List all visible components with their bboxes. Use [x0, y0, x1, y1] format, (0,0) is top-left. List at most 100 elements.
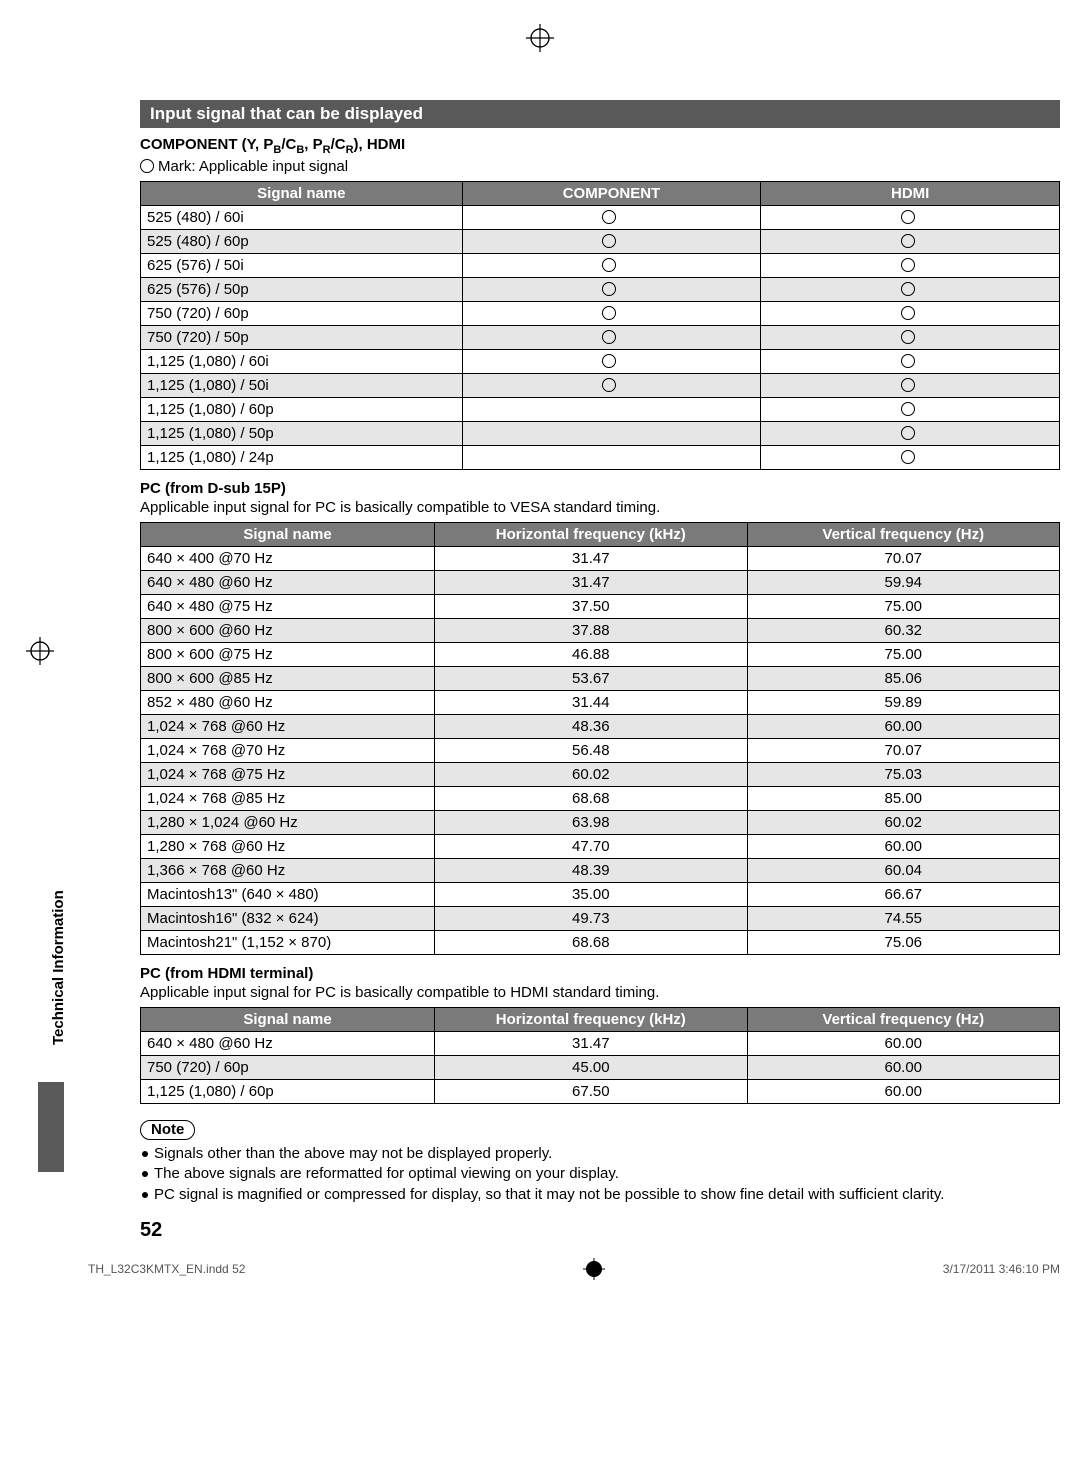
table-row: 640 × 480 @75 Hz37.5075.00: [141, 595, 1060, 619]
side-tab: [38, 1082, 64, 1172]
hfreq-cell: 48.39: [435, 859, 747, 883]
applicable-mark-icon: [602, 378, 616, 392]
vfreq-cell: 59.94: [747, 571, 1059, 595]
hfreq-cell: 60.02: [435, 763, 747, 787]
component-cell: [462, 398, 761, 422]
signal-name-cell: 1,125 (1,080) / 60p: [141, 1080, 435, 1104]
hdmi-cell: [761, 326, 1060, 350]
table-row: 625 (576) / 50i: [141, 254, 1060, 278]
page-footer: TH_L32C3KMTX_EN.indd 52 3/17/2011 3:46:1…: [88, 1258, 1060, 1280]
signal-name-cell: 800 × 600 @75 Hz: [141, 643, 435, 667]
hfreq-cell: 49.73: [435, 907, 747, 931]
vfreq-cell: 59.89: [747, 691, 1059, 715]
table-header: HDMI: [761, 182, 1060, 206]
print-registration-mark-bottom: [583, 1258, 605, 1280]
table-header: Signal name: [141, 523, 435, 547]
vfreq-cell: 60.00: [747, 1080, 1059, 1104]
table-header: Signal name: [141, 182, 463, 206]
applicable-mark-icon: [901, 210, 915, 224]
table-row: 800 × 600 @75 Hz46.8875.00: [141, 643, 1060, 667]
table-row: 1,125 (1,080) / 24p: [141, 446, 1060, 470]
component-cell: [462, 254, 761, 278]
signal-name-cell: 640 × 480 @60 Hz: [141, 1032, 435, 1056]
pc-dsub-table: Signal nameHorizontal frequency (kHz)Ver…: [140, 522, 1060, 955]
table-row: 640 × 400 @70 Hz31.4770.07: [141, 547, 1060, 571]
section-title: Input signal that can be displayed: [140, 100, 1060, 128]
table-row: 1,366 × 768 @60 Hz48.3960.04: [141, 859, 1060, 883]
vfreq-cell: 60.04: [747, 859, 1059, 883]
vfreq-cell: 75.00: [747, 595, 1059, 619]
table-row: 852 × 480 @60 Hz31.4459.89: [141, 691, 1060, 715]
pc-dsub-desc: Applicable input signal for PC is basica…: [140, 499, 1060, 516]
vfreq-cell: 60.02: [747, 811, 1059, 835]
signal-name-cell: 525 (480) / 60p: [141, 230, 463, 254]
hfreq-cell: 56.48: [435, 739, 747, 763]
signal-name-cell: 640 × 400 @70 Hz: [141, 547, 435, 571]
table-row: 1,125 (1,080) / 60p: [141, 398, 1060, 422]
applicable-mark-icon: [901, 258, 915, 272]
component-hdmi-table: Signal nameCOMPONENTHDMI 525 (480) / 60i…: [140, 181, 1060, 470]
applicable-mark-icon: [901, 354, 915, 368]
table-row: 1,125 (1,080) / 60i: [141, 350, 1060, 374]
hfreq-cell: 37.50: [435, 595, 747, 619]
hdmi-cell: [761, 374, 1060, 398]
hfreq-cell: 67.50: [435, 1080, 747, 1104]
note-item: The above signals are reformatted for op…: [140, 1164, 1060, 1184]
vfreq-cell: 75.03: [747, 763, 1059, 787]
table-header: Horizontal frequency (kHz): [435, 1008, 747, 1032]
hdmi-cell: [761, 422, 1060, 446]
hfreq-cell: 68.68: [435, 787, 747, 811]
applicable-mark-icon: [602, 330, 616, 344]
signal-name-cell: 750 (720) / 50p: [141, 326, 463, 350]
hfreq-cell: 31.44: [435, 691, 747, 715]
signal-name-cell: 852 × 480 @60 Hz: [141, 691, 435, 715]
applicable-mark-icon: [602, 306, 616, 320]
table-header: Horizontal frequency (kHz): [435, 523, 747, 547]
table-row: 1,024 × 768 @70 Hz56.4870.07: [141, 739, 1060, 763]
component-cell: [462, 278, 761, 302]
hfreq-cell: 47.70: [435, 835, 747, 859]
table-row: 1,125 (1,080) / 60p67.5060.00: [141, 1080, 1060, 1104]
hdmi-cell: [761, 350, 1060, 374]
hfreq-cell: 45.00: [435, 1056, 747, 1080]
t: /C: [281, 136, 296, 153]
component-subtitle: COMPONENT (Y, PB/CB, PR/CR), HDMI: [140, 136, 1060, 156]
signal-name-cell: 750 (720) / 60p: [141, 302, 463, 326]
vfreq-cell: 60.00: [747, 715, 1059, 739]
hdmi-cell: [761, 254, 1060, 278]
footer-timestamp: 3/17/2011 3:46:10 PM: [943, 1262, 1060, 1276]
note-list: Signals other than the above may not be …: [140, 1144, 1060, 1205]
table-row: 1,280 × 768 @60 Hz47.7060.00: [141, 835, 1060, 859]
table-row: 525 (480) / 60i: [141, 206, 1060, 230]
applicable-mark-icon: [602, 282, 616, 296]
circle-icon: [140, 159, 154, 173]
component-cell: [462, 422, 761, 446]
table-row: 800 × 600 @85 Hz53.6785.06: [141, 667, 1060, 691]
table-row: 1,125 (1,080) / 50p: [141, 422, 1060, 446]
vfreq-cell: 75.06: [747, 931, 1059, 955]
signal-name-cell: 625 (576) / 50i: [141, 254, 463, 278]
signal-name-cell: 1,024 × 768 @70 Hz: [141, 739, 435, 763]
table-row: 1,024 × 768 @75 Hz60.0275.03: [141, 763, 1060, 787]
vfreq-cell: 66.67: [747, 883, 1059, 907]
component-cell: [462, 302, 761, 326]
applicable-mark-icon: [901, 330, 915, 344]
hdmi-cell: [761, 206, 1060, 230]
signal-name-cell: 750 (720) / 60p: [141, 1056, 435, 1080]
component-cell: [462, 350, 761, 374]
table-row: 640 × 480 @60 Hz31.4760.00: [141, 1032, 1060, 1056]
signal-name-cell: 640 × 480 @75 Hz: [141, 595, 435, 619]
t: R: [346, 144, 354, 156]
hfreq-cell: 31.47: [435, 571, 747, 595]
vfreq-cell: 60.00: [747, 835, 1059, 859]
applicable-mark-icon: [901, 282, 915, 296]
signal-name-cell: 800 × 600 @85 Hz: [141, 667, 435, 691]
hdmi-cell: [761, 398, 1060, 422]
page-number: 52: [140, 1219, 1060, 1242]
pc-hdmi-title: PC (from HDMI terminal): [140, 965, 1060, 982]
table-row: 750 (720) / 50p: [141, 326, 1060, 350]
signal-name-cell: 1,125 (1,080) / 60p: [141, 398, 463, 422]
vfreq-cell: 74.55: [747, 907, 1059, 931]
table-row: 525 (480) / 60p: [141, 230, 1060, 254]
table-header: Vertical frequency (Hz): [747, 523, 1059, 547]
